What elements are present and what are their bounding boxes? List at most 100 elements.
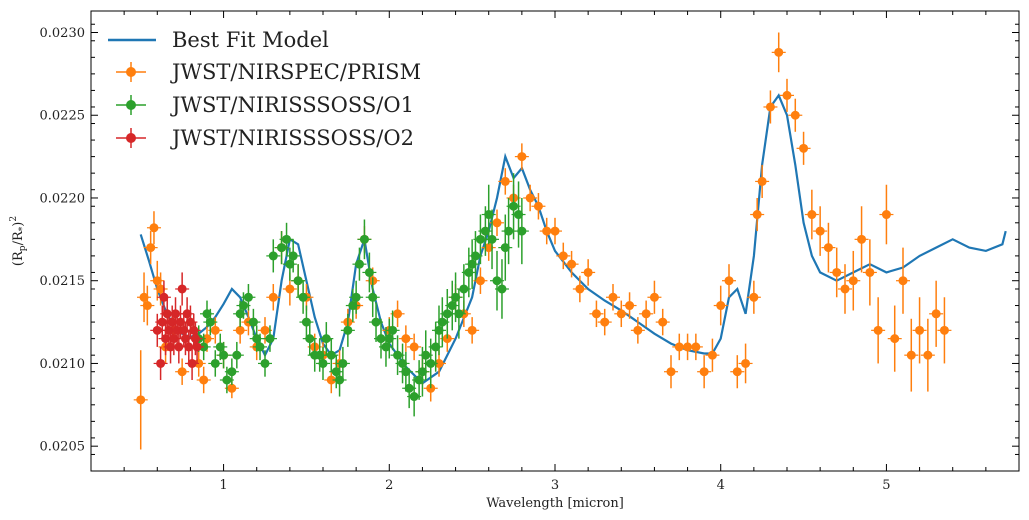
data-point (451, 292, 461, 302)
data-point (514, 210, 524, 220)
data-point (533, 201, 543, 211)
data-point (633, 325, 643, 335)
data-point (235, 325, 245, 335)
data-points-layer (133, 32, 952, 450)
data-point (437, 317, 447, 327)
legend: Best Fit Model JWST/NIRSPEC/PRISM JWST/N… (108, 28, 421, 150)
data-point (210, 358, 220, 368)
series-1 (191, 173, 529, 417)
data-point (222, 375, 232, 385)
data-point (354, 259, 364, 269)
data-point (431, 342, 441, 352)
data-point (248, 317, 258, 327)
legend-marker-o1 (116, 95, 146, 115)
data-point (591, 309, 601, 319)
data-point (517, 152, 527, 162)
data-point (156, 358, 166, 368)
data-point (136, 395, 146, 405)
data-point (255, 342, 265, 352)
data-point (371, 317, 381, 327)
axis-ticks: 1 2 3 4 5 0.0205 0.0210 0.0215 0.0220 0.0225 0.023… (40, 11, 1020, 493)
series-2 (150, 272, 205, 380)
data-point (600, 317, 610, 327)
data-point (931, 309, 941, 319)
data-point (517, 226, 527, 236)
data-point (205, 317, 215, 327)
data-point (500, 243, 510, 253)
data-point (182, 309, 192, 319)
data-point (169, 334, 179, 344)
data-point (152, 325, 162, 335)
data-point (343, 325, 353, 335)
data-point (199, 375, 209, 385)
data-point (550, 226, 560, 236)
data-point (475, 234, 485, 244)
data-point (293, 276, 303, 286)
y-tick-label: 0.0215 (40, 274, 86, 289)
data-point (185, 317, 195, 327)
data-point (157, 317, 167, 327)
data-point (799, 143, 809, 153)
data-point (215, 342, 225, 352)
data-point (368, 292, 378, 302)
data-point (187, 358, 197, 368)
data-point (464, 267, 474, 277)
data-point (459, 284, 469, 294)
data-point (616, 309, 626, 319)
data-point (175, 317, 185, 327)
data-point (890, 334, 900, 344)
y-tick-label: 0.0205 (40, 440, 86, 455)
legend-label-o2: JWST/NIRISSSOSS/O2 (170, 126, 414, 150)
data-point (447, 301, 457, 311)
x-tick-label: 5 (882, 478, 890, 493)
x-tick-label: 1 (219, 478, 227, 493)
data-point (790, 110, 800, 120)
data-point (174, 342, 184, 352)
y-tick-label: 0.0220 (40, 191, 86, 206)
data-point (166, 342, 176, 352)
data-point (268, 292, 278, 302)
data-point (625, 301, 635, 311)
data-point (915, 325, 925, 335)
data-point (857, 234, 867, 244)
data-point (542, 226, 552, 236)
data-point (765, 102, 775, 112)
data-point (282, 234, 292, 244)
data-point (732, 367, 742, 377)
data-point (359, 234, 369, 244)
data-point (724, 276, 734, 286)
legend-label-prism: JWST/NIRSPEC/PRISM (170, 60, 421, 84)
data-point (666, 367, 676, 377)
data-point (146, 243, 156, 253)
data-point (219, 350, 229, 360)
data-point (210, 325, 220, 335)
data-point (235, 309, 245, 319)
data-point (414, 375, 424, 385)
data-point (898, 276, 908, 286)
data-point (180, 334, 190, 344)
data-point (749, 292, 759, 302)
data-point (421, 350, 431, 360)
data-point (475, 276, 485, 286)
data-point (243, 292, 253, 302)
data-point (575, 284, 585, 294)
data-point (351, 292, 361, 302)
data-point (288, 251, 298, 261)
data-point (139, 292, 149, 302)
data-point (716, 301, 726, 311)
data-point (156, 284, 166, 294)
data-point (707, 350, 717, 360)
data-point (177, 284, 187, 294)
data-point (227, 383, 237, 393)
data-point (409, 342, 419, 352)
data-point (752, 210, 762, 220)
x-tick-label: 2 (385, 478, 393, 493)
data-point (641, 309, 651, 319)
data-point (227, 367, 237, 377)
data-point (321, 334, 331, 344)
data-point (699, 367, 709, 377)
data-point (335, 375, 345, 385)
x-axis-title: Wavelength [micron] (486, 496, 624, 511)
data-point (480, 226, 490, 236)
